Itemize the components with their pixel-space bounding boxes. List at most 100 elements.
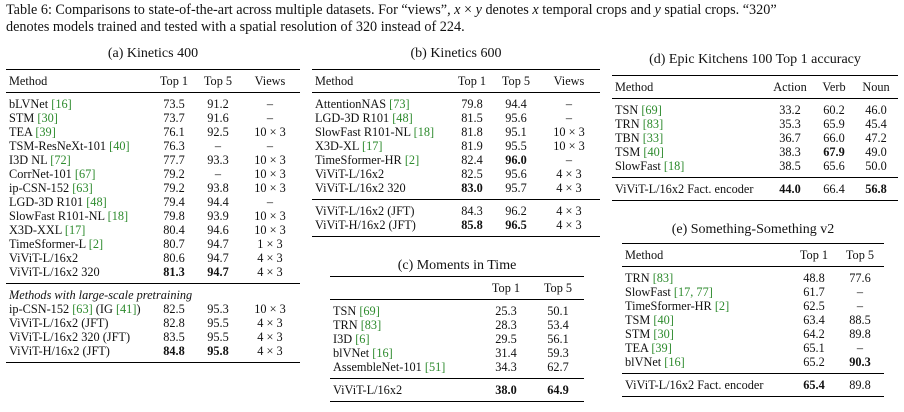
method-name: ip-CSN-152	[9, 302, 70, 316]
views-cell: –	[565, 111, 573, 125]
column-header: Verb	[814, 75, 854, 99]
views-cell: 10 × 3	[254, 167, 286, 181]
top1-cell: 63.4	[803, 313, 825, 327]
method-name: TSN	[333, 304, 357, 318]
top5-cell: 93.8	[207, 181, 229, 195]
top5-cell: 94.6	[207, 223, 229, 237]
citation: [18]	[663, 159, 685, 173]
top5-cell: 91.6	[207, 111, 229, 125]
views-cell: 10 × 3	[254, 209, 286, 223]
column-header: Views	[538, 69, 600, 93]
method-cell: ViViT-H/16x2 (JFT)	[6, 344, 152, 363]
epic-table: Method Action Verb Noun TSN [69] 33.2 60.2…	[612, 75, 898, 201]
action-cell: 44.0	[766, 177, 814, 201]
views-cell: 4 × 3	[556, 167, 582, 181]
top5-cell: 94.7	[207, 251, 229, 265]
table-row: ViViT-H/16x2 (JFT) 84.8 95.8 4 × 3	[6, 344, 300, 363]
method-name: I3D	[333, 332, 353, 346]
top5-cell: 95.6	[505, 167, 527, 181]
ssv2-title: (e) Something-Something v2	[671, 222, 835, 237]
verb-cell: 66.4	[814, 177, 854, 201]
table-row: TSM [40] 38.3 67.9 49.0	[612, 145, 898, 159]
method-cell: TimeSformer-L [2]	[6, 237, 152, 251]
citation: [69]	[359, 304, 380, 318]
column-header: Top 1	[792, 243, 836, 267]
top5-cell: 94.7	[207, 237, 229, 251]
epic-header-row: Method Action Verb Noun	[612, 75, 898, 99]
table-row: TSN [69] 25.3 50.1	[330, 299, 584, 318]
method-name: X3D-XXL	[9, 223, 62, 237]
views-cell: –	[266, 195, 274, 209]
method-name: CorrNet-101	[9, 167, 72, 181]
method-cell: ip-CSN-152 [63] (IG [41])	[6, 302, 152, 316]
table-row: ViViT-L/16x2 38.0 64.9	[330, 378, 584, 402]
method-cell: TRN [83]	[612, 117, 766, 131]
column-header: Noun	[854, 75, 898, 99]
views-cell: 4 × 3	[538, 199, 600, 218]
method-cell: blVNet [16]	[330, 346, 480, 360]
top5-cell: 95.5	[207, 330, 229, 344]
column-header: Top 5	[196, 69, 240, 93]
top1-cell: 82.4	[461, 153, 483, 167]
views-cell: 10 × 3	[254, 302, 286, 316]
method-name: TSM-ResNeXt-101	[9, 139, 107, 153]
method-name: STM	[9, 111, 35, 125]
top1-cell: 79.2	[163, 167, 185, 181]
noun-cell: 49.0	[865, 145, 887, 159]
k400-table: Method Top 1 Top 5 Views bLVNet [16] 73.5…	[6, 69, 300, 363]
citation: [16]	[372, 346, 393, 360]
top1-cell: 79.8	[163, 209, 185, 223]
top1-cell: 76.3	[163, 139, 185, 153]
top5-cell: 95.5	[207, 316, 229, 330]
citation: [39]	[651, 341, 672, 355]
citation: [30]	[653, 327, 674, 341]
method-cell: X3D-XXL [17]	[6, 223, 152, 237]
method-cell: ViViT-L/16x2 Fact. encoder	[612, 177, 766, 201]
table-row: ip-CSN-152 [63] (IG [41]) 82.5 95.3 10 × 3	[6, 302, 300, 316]
table-row: ViViT-L/16x2 Fact. encoder 44.0 66.4 56.8	[612, 177, 898, 201]
k400-header-row: Method Top 1 Top 5 Views	[6, 69, 300, 93]
top1-cell: 31.4	[495, 346, 517, 360]
top1-cell: 82.5	[461, 167, 483, 181]
method-cell: ViViT-L/16x2	[315, 167, 385, 181]
views-cell: 4 × 3	[538, 218, 600, 237]
method-cell: TEA [39]	[6, 125, 152, 139]
top5-cell: 53.4	[547, 318, 569, 332]
table-row: ViViT-L/16x2 80.6 94.7 4 × 3	[6, 251, 300, 265]
table-row: ViViT-H/16x2 (JFT) 85.8 96.5 4 × 3	[312, 218, 600, 237]
noun-cell: 56.8	[854, 177, 898, 201]
top5-cell: 64.9	[532, 378, 584, 402]
views-cell: 10 × 3	[553, 125, 585, 139]
top5-cell: 94.7	[207, 265, 229, 279]
column-header: Views	[240, 69, 300, 93]
top1-cell: 79.8	[450, 92, 494, 111]
method-cell: TSM-ResNeXt-101 [40]	[6, 139, 152, 153]
column-header: Top 1	[450, 69, 494, 93]
citation: [40]	[653, 313, 674, 327]
views-cell: 4 × 3	[257, 265, 283, 279]
top5-cell: 62.7	[547, 360, 569, 374]
section-label: Methods with large-scale pretraining	[6, 283, 300, 302]
column-header: Method	[612, 75, 766, 99]
top5-cell: 93.3	[207, 153, 229, 167]
method-cell: ViViT-L/16x2 320	[315, 181, 406, 195]
table-row: SlowFast R101-NL [18] 79.8 93.9 10 × 3	[6, 209, 300, 223]
table-row: blVNet [16] 31.4 59.3	[330, 346, 584, 360]
method-name: TSM	[625, 313, 651, 327]
table-row: X3D-XXL [17] 80.4 94.6 10 × 3	[6, 223, 300, 237]
k400-body: bLVNet [16] 73.5 91.2– STM [30] 73.7 91.6– T…	[6, 92, 300, 363]
method-name: TimeSformer-L	[9, 237, 86, 251]
method-cell: bLVNet [16]	[6, 92, 152, 111]
verb-cell: 65.9	[823, 117, 845, 131]
views-cell: 4 × 3	[257, 330, 283, 344]
table-row: TSM-ResNeXt-101 [40] 76.3 – –	[6, 139, 300, 153]
table-row: AssembleNet-101 [51] 34.3 62.7	[330, 360, 584, 379]
views-cell: 4 × 3	[257, 251, 283, 265]
top5-cell: 96.5	[494, 218, 538, 237]
top5-cell: –	[856, 299, 864, 313]
table-row: ViViT-L/16x2 320 83.0 95.7 4 × 3	[312, 181, 600, 200]
column-header: Method	[622, 243, 792, 267]
top1-cell: 65.2	[803, 355, 825, 369]
table-row: I3D NL [72] 77.7 93.3 10 × 3	[6, 153, 300, 167]
citation: [16]	[664, 355, 685, 369]
